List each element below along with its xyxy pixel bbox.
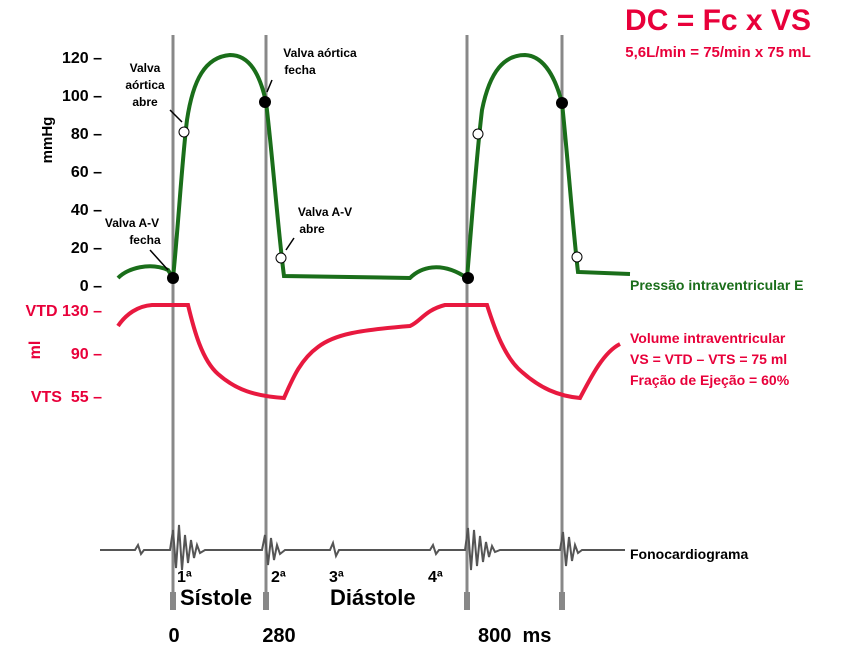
annotation-line: Valva A-V xyxy=(105,216,159,230)
arrow xyxy=(266,79,273,93)
open-point xyxy=(472,128,484,140)
time-lines xyxy=(171,35,564,610)
subtitle: 5,6L/min = 75/min x 75 mL xyxy=(625,44,811,61)
volume-ticks: VTD 130 – 90 – VTS 55 – xyxy=(26,303,103,406)
time-label: 800 ms xyxy=(478,625,551,647)
pressure-label: Pressão intraventricular E xyxy=(630,277,804,293)
sound-label: 4ª xyxy=(428,569,443,586)
pressure-axis-label: mmHg xyxy=(39,117,56,164)
volume-label: Volume intraventricular xyxy=(630,330,786,346)
pressure-tick-label: 80 – xyxy=(71,126,102,143)
annotation: Valva aórtica abre Valva aórtica fecha V… xyxy=(105,46,357,247)
closed-point xyxy=(259,96,271,108)
pressure-tick-label: 100 – xyxy=(62,88,102,105)
annotation-line: abre xyxy=(132,95,158,109)
sound-label: 3ª xyxy=(329,569,344,586)
title: DC = Fc x VS xyxy=(625,4,811,37)
volume-curve xyxy=(116,303,622,401)
volume-label: VS = VTD – VTS = 75 ml xyxy=(630,351,787,367)
closed-point xyxy=(462,272,474,284)
pressure-ticks: 120 – 100 – 80 – 60 – 40 – 20 – 0 – xyxy=(62,50,102,295)
closed-point xyxy=(556,97,568,109)
sound-label: 1ª xyxy=(177,569,192,586)
phase-label: Diástole xyxy=(330,585,416,610)
arrows xyxy=(149,79,295,271)
phonocardiogram xyxy=(100,524,625,571)
markers xyxy=(170,592,565,610)
pressure-curve xyxy=(116,52,631,284)
phase-label: Sístole xyxy=(180,585,252,610)
annotation-line: Valva xyxy=(130,61,161,75)
closed-point xyxy=(167,272,179,284)
arrow xyxy=(169,109,183,123)
volume-tick-label: VTD 130 – xyxy=(26,303,103,320)
volume-tick-label: VTS 55 – xyxy=(31,389,102,406)
pressure-tick-label: 40 – xyxy=(71,202,102,219)
time-label: 280 xyxy=(262,625,295,647)
volume-tick-label: 90 – xyxy=(71,346,102,363)
volume-label: Fração de Ejeção = 60% xyxy=(630,372,790,388)
annotation-line: abre xyxy=(299,222,325,236)
arrow xyxy=(149,249,169,271)
open-point xyxy=(571,251,583,263)
pressure-tick-label: 0 – xyxy=(80,278,102,295)
annotation-line: aórtica xyxy=(125,78,165,92)
time-label: 0 xyxy=(168,625,179,647)
pressure-tick-label: 20 – xyxy=(71,240,102,257)
open-point xyxy=(275,252,287,264)
annotation-line: Valva A-V xyxy=(298,205,352,219)
pressure-tick-label: 60 – xyxy=(71,164,102,181)
annotation-line: fecha xyxy=(284,63,316,77)
sound-label: 2ª xyxy=(271,569,286,586)
open-point xyxy=(178,126,190,138)
annotation-line: Valva aórtica xyxy=(283,46,357,60)
pressure-tick-label: 120 – xyxy=(62,50,102,67)
volume-axis-label: ml xyxy=(27,341,44,360)
phono-label: Fonocardiograma xyxy=(630,546,748,562)
arrow xyxy=(285,237,295,251)
valve-points xyxy=(167,96,583,284)
annotation-line: fecha xyxy=(129,233,161,247)
